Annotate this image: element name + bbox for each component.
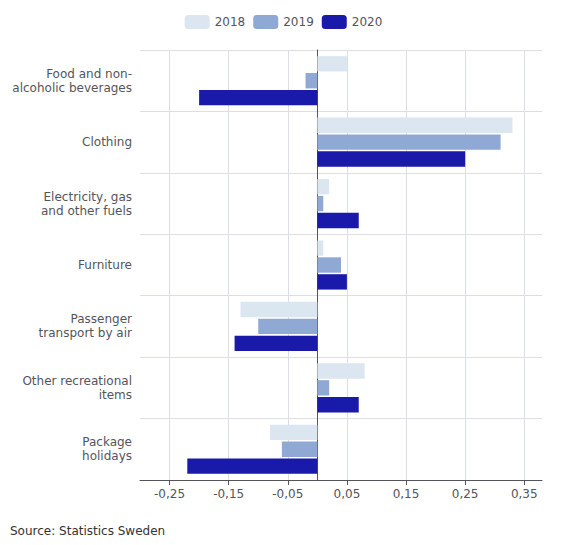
svg-text:Food and non-: Food and non-	[46, 67, 132, 81]
svg-text:Other recreational: Other recreational	[22, 374, 132, 388]
svg-text:and other fuels: and other fuels	[41, 204, 132, 218]
svg-text:0,25: 0,25	[452, 487, 479, 501]
svg-text:Package: Package	[82, 435, 132, 449]
svg-text:0,15: 0,15	[393, 487, 420, 501]
svg-text:Passenger: Passenger	[71, 312, 133, 326]
svg-text:Furniture: Furniture	[78, 258, 132, 272]
svg-text:Clothing: Clothing	[82, 135, 132, 149]
svg-text:-0,05: -0,05	[272, 487, 303, 501]
svg-text:0,05: 0,05	[334, 487, 361, 501]
svg-text:transport by air: transport by air	[39, 326, 132, 340]
svg-text:2018: 2018	[215, 15, 246, 29]
svg-text:items: items	[99, 388, 132, 402]
svg-text:-0,15: -0,15	[213, 487, 244, 501]
svg-text:Source: Statistics Sweden: Source: Statistics Sweden	[10, 524, 165, 538]
svg-text:Electricity, gas: Electricity, gas	[44, 190, 132, 204]
svg-text:alcoholic beverages: alcoholic beverages	[12, 81, 132, 95]
svg-text:2020: 2020	[352, 15, 383, 29]
svg-text:0,35: 0,35	[511, 487, 538, 501]
svg-text:2019: 2019	[283, 15, 314, 29]
svg-text:holidays: holidays	[82, 449, 132, 463]
svg-text:-0,25: -0,25	[154, 487, 185, 501]
